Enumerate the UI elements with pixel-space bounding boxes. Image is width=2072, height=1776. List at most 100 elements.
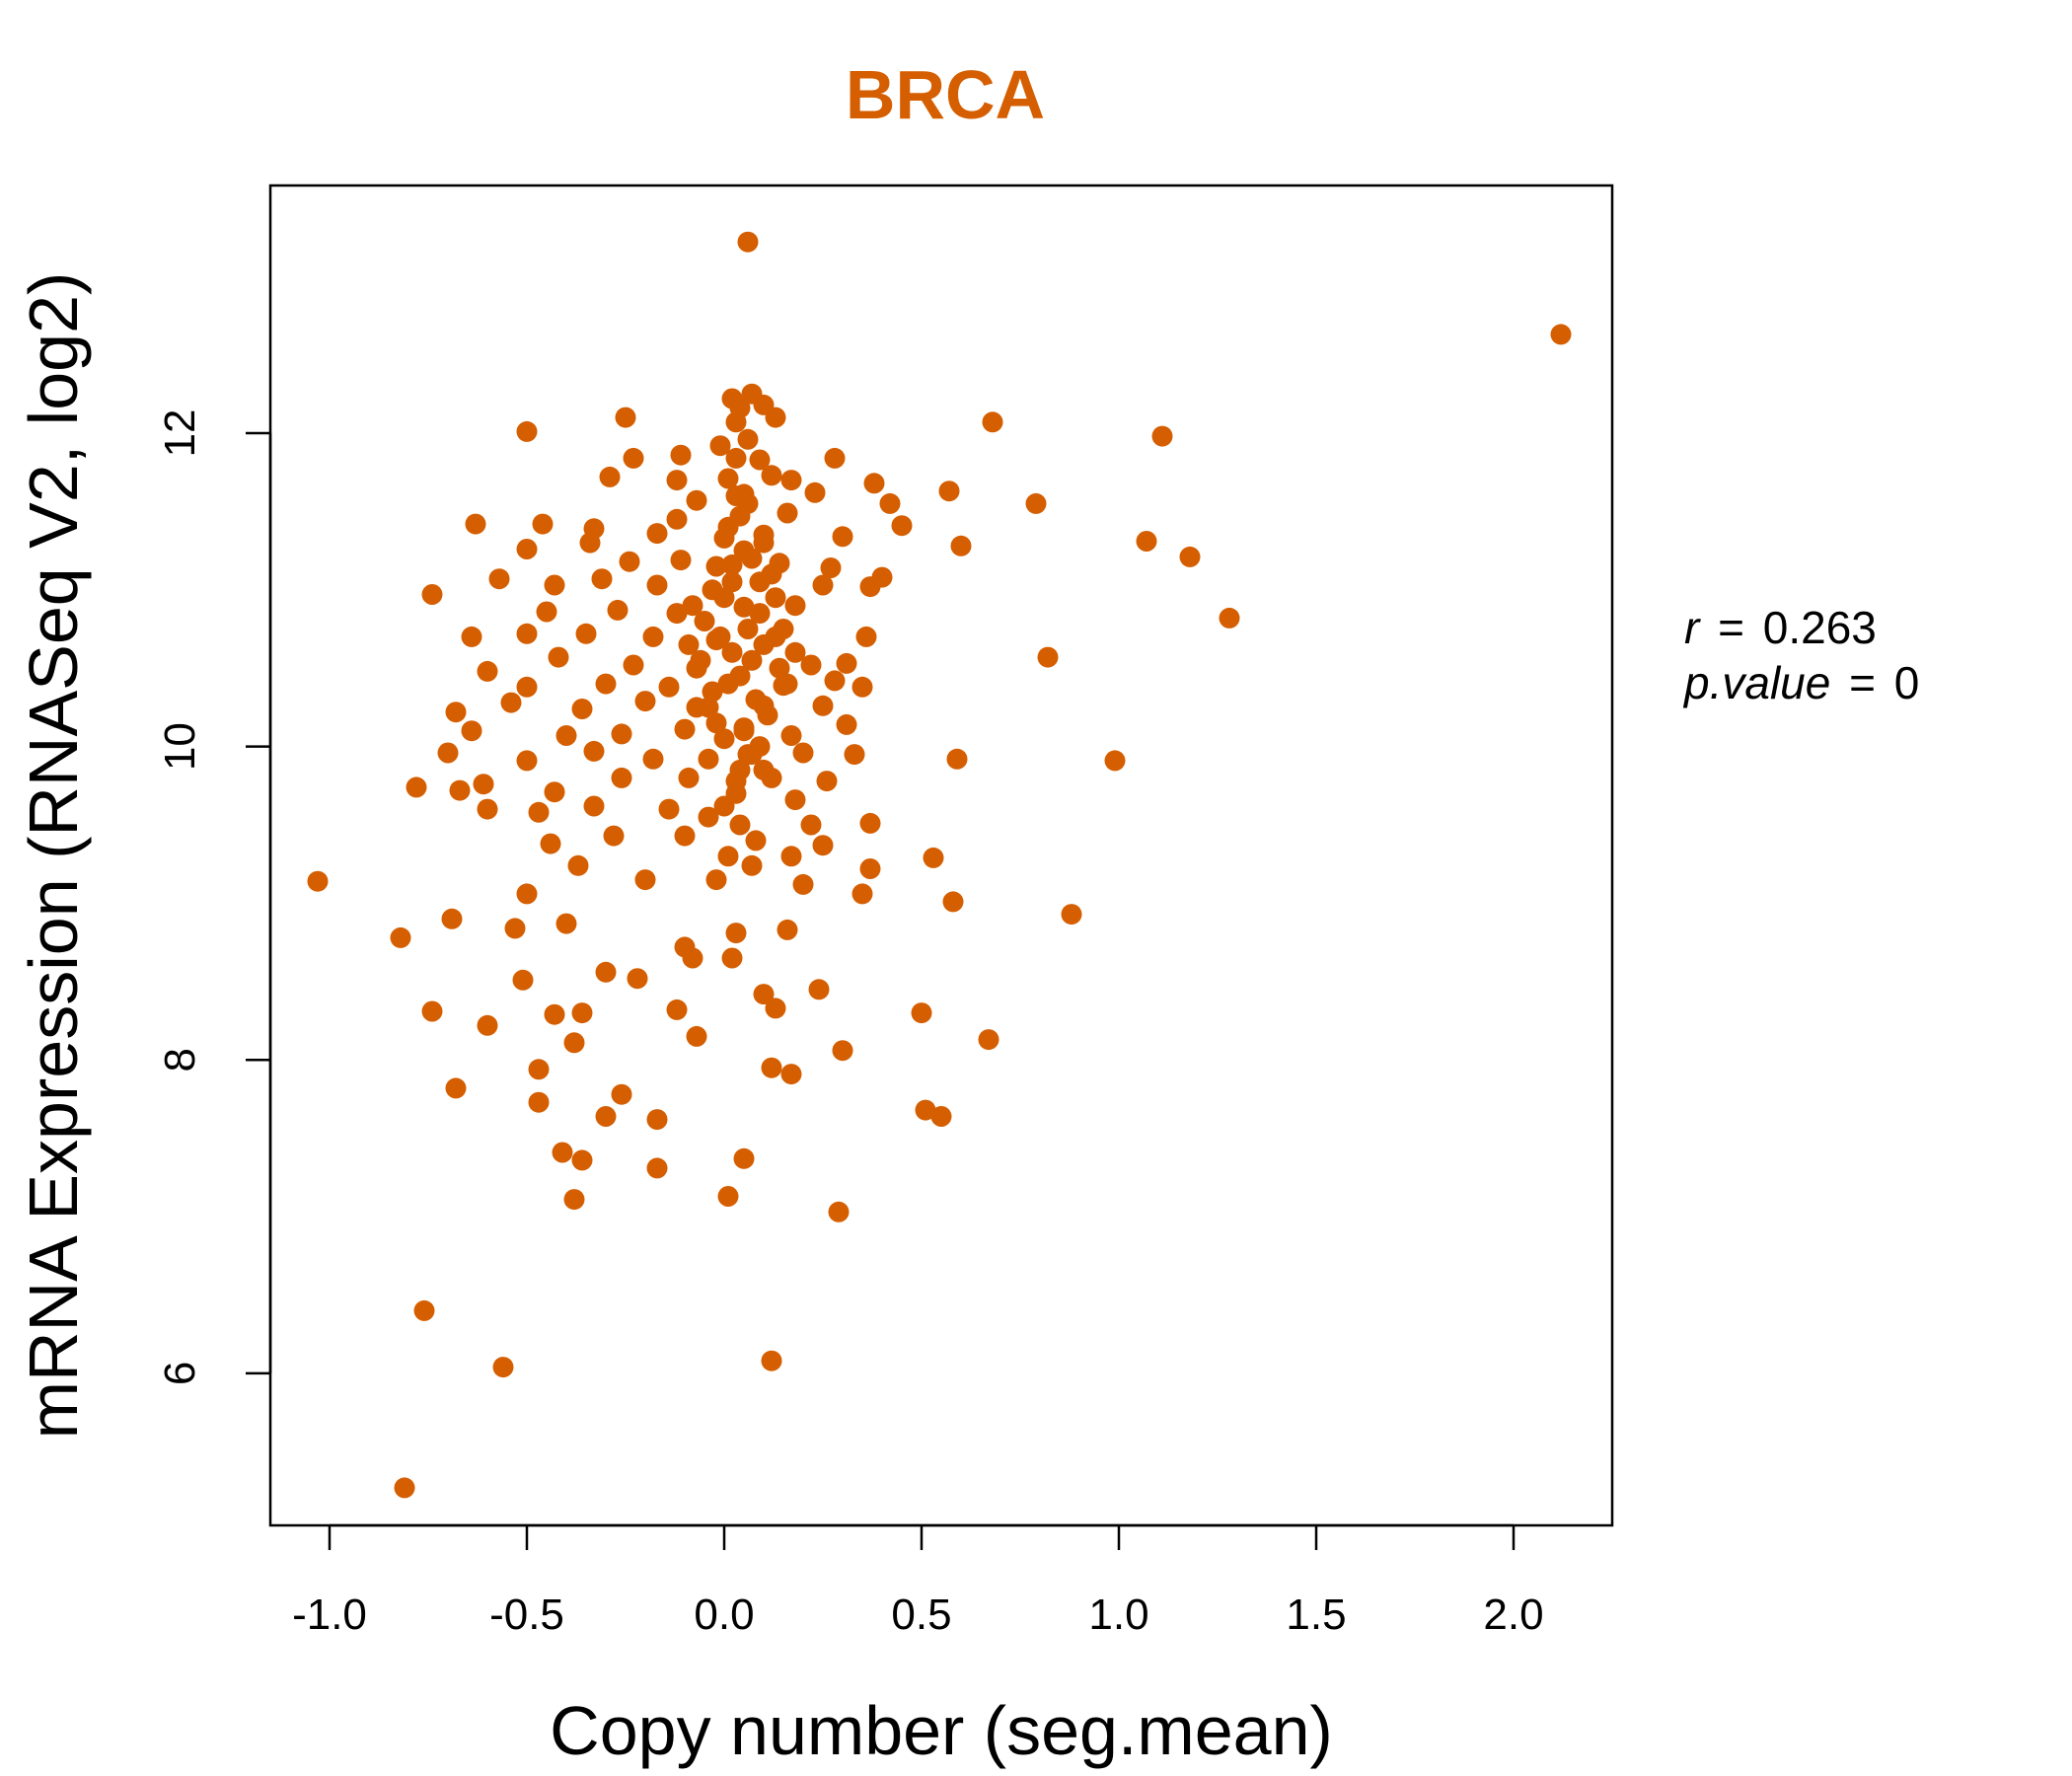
data-point xyxy=(729,814,751,836)
data-point xyxy=(646,523,668,545)
data-point xyxy=(666,508,688,530)
data-point xyxy=(390,926,411,948)
data-point xyxy=(844,744,865,766)
data-point xyxy=(800,654,822,676)
data-point xyxy=(753,984,775,1005)
data-point xyxy=(915,1099,936,1121)
data-point xyxy=(777,673,798,695)
r-value: 0.263 xyxy=(1763,602,1877,653)
data-point xyxy=(583,740,605,762)
data-point xyxy=(646,1109,668,1131)
data-point xyxy=(745,689,767,710)
data-point xyxy=(832,526,853,548)
data-point xyxy=(583,518,605,540)
data-point xyxy=(1151,425,1173,447)
x-tick-label: 2.0 xyxy=(1483,1591,1543,1639)
data-point xyxy=(571,1149,593,1171)
data-point xyxy=(749,603,771,625)
data-point xyxy=(753,524,775,546)
data-point xyxy=(757,704,778,726)
data-point xyxy=(863,473,885,494)
data-point xyxy=(682,595,703,617)
data-point xyxy=(634,691,656,712)
data-point xyxy=(705,869,727,891)
data-point xyxy=(488,568,510,590)
data-point xyxy=(721,571,743,593)
data-point xyxy=(792,742,814,764)
data-point xyxy=(575,623,597,644)
data-point xyxy=(832,1040,853,1062)
data-point xyxy=(812,695,834,716)
data-point xyxy=(666,999,688,1020)
data-point xyxy=(836,713,857,735)
data-point xyxy=(784,595,806,617)
data-point xyxy=(473,774,494,795)
data-point xyxy=(780,470,802,491)
data-point xyxy=(737,619,759,639)
y-tick-label: 10 xyxy=(156,722,204,771)
data-point xyxy=(753,633,775,655)
data-point xyxy=(816,771,838,792)
data-point xyxy=(812,835,834,856)
data-point xyxy=(1037,646,1059,668)
data-point xyxy=(812,574,834,596)
data-point xyxy=(698,748,719,770)
data-point xyxy=(449,779,471,801)
data-point xyxy=(674,825,696,847)
data-point xyxy=(678,767,700,788)
data-point xyxy=(544,781,565,803)
data-point xyxy=(761,1057,782,1078)
data-point xyxy=(828,1201,850,1222)
data-point xyxy=(686,1025,707,1047)
data-point xyxy=(737,428,759,450)
data-point xyxy=(859,576,881,598)
data-point xyxy=(721,947,743,969)
data-point xyxy=(623,654,644,676)
data-point xyxy=(421,584,443,605)
data-point xyxy=(741,548,763,569)
data-point xyxy=(686,489,707,511)
data-point xyxy=(709,626,731,647)
p-value: 0 xyxy=(1894,657,1920,708)
data-point xyxy=(717,1186,739,1207)
data-point xyxy=(678,633,700,655)
data-point xyxy=(725,923,747,944)
data-point xyxy=(603,825,625,847)
data-point xyxy=(615,407,636,428)
data-point xyxy=(1025,492,1047,514)
data-point xyxy=(571,1002,593,1024)
data-point xyxy=(733,1147,755,1169)
data-point xyxy=(512,969,534,991)
data-point xyxy=(465,513,486,535)
data-point xyxy=(737,231,759,253)
data-point xyxy=(851,676,873,698)
data-point xyxy=(761,1350,782,1371)
data-point xyxy=(836,652,857,674)
data-point xyxy=(698,806,719,828)
data-point xyxy=(729,398,751,418)
data-point xyxy=(859,858,881,879)
data-point xyxy=(516,750,538,772)
data-point xyxy=(923,847,944,868)
data-point xyxy=(437,742,459,764)
data-point xyxy=(445,1077,467,1099)
data-point xyxy=(938,481,960,502)
data-point xyxy=(761,767,782,788)
data-point xyxy=(891,515,913,537)
data-point xyxy=(717,516,739,538)
data-point xyxy=(855,626,877,647)
data-point xyxy=(749,449,771,471)
data-point xyxy=(780,725,802,746)
data-point xyxy=(567,854,589,876)
r-label: r xyxy=(1684,602,1701,653)
data-point xyxy=(563,1032,585,1054)
data-point xyxy=(445,702,467,723)
data-point xyxy=(607,599,629,621)
data-point xyxy=(591,568,613,590)
y-tick-label: 8 xyxy=(156,1048,204,1072)
p-label: p.value xyxy=(1682,657,1830,708)
data-point xyxy=(1550,324,1572,345)
data-point xyxy=(717,468,739,489)
data-point xyxy=(741,649,763,671)
